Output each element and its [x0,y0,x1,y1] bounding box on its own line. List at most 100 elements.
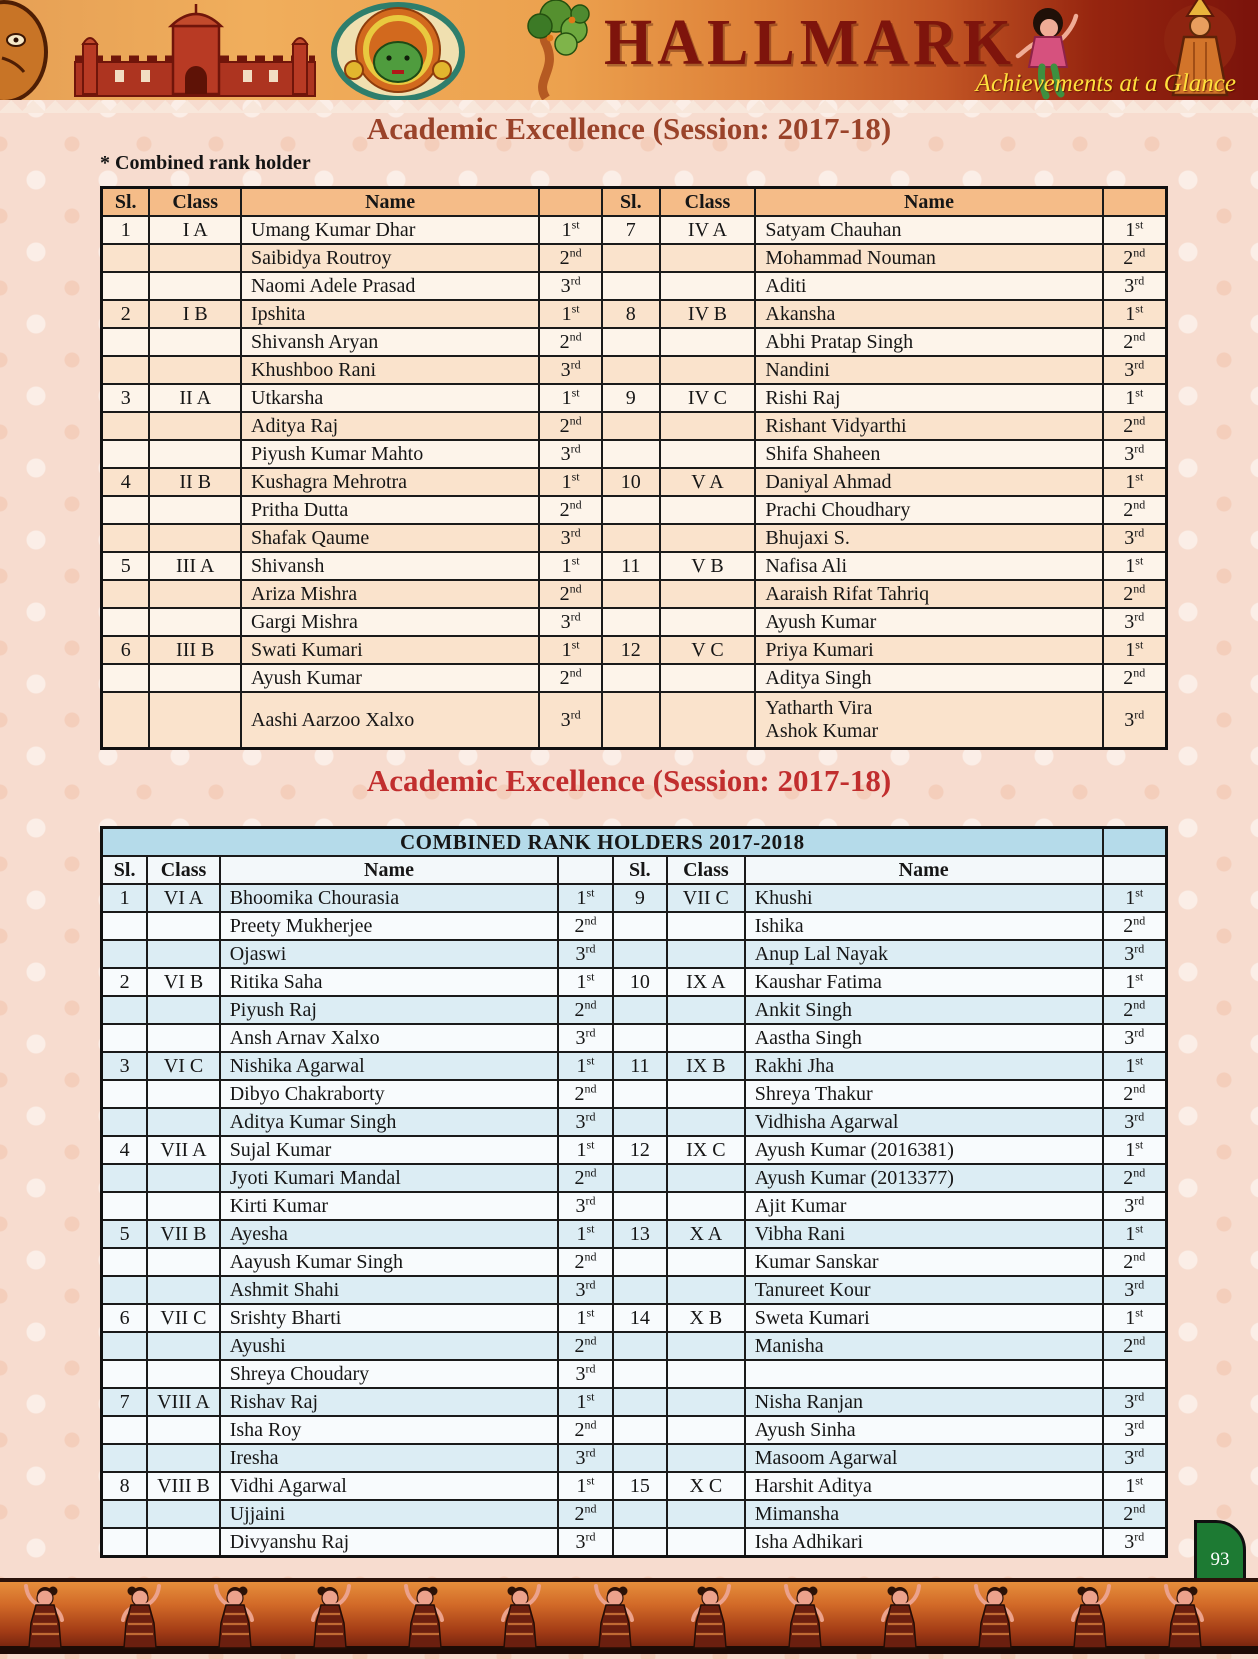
table-row: Divyanshu Raj 3rd Isha Adhikari 3rd [100,1527,1168,1558]
table-row: Preety Mukherjee 2nd Ishika 2nd [100,911,1168,941]
sl-cell [611,1247,668,1277]
rank-cell: 2nd [557,1079,614,1109]
name-cell: Isha Roy [218,1415,560,1445]
rank-cell: 2nd [557,1247,614,1277]
name-cell: Swati Kumari [239,635,541,665]
name-cell: Shreya Thakur [743,1079,1104,1109]
table-row: 5 VII B Ayesha 1st 13 X A Vibha Rani 1st [100,1219,1168,1249]
name-cell: Umang Kumar Dhar [239,215,541,245]
name-cell: Nishika Agarwal [218,1051,560,1081]
rank-cell: 2nd [1101,1163,1168,1193]
name-cell: Ariza Mishra [239,579,541,609]
deity-icon [1164,0,1236,97]
rank-cell: 2nd [1101,663,1168,693]
sl-cell: 4 [100,467,151,497]
name-cell: Akansha [754,299,1104,329]
name-cell: Shivansh [239,551,541,581]
col-header-class: Class [658,186,757,217]
name-cell: Nafisa Ali [754,551,1104,581]
sl-cell: 6 [100,1303,149,1333]
name-cell: Ayesha [218,1219,560,1249]
name-cell: Srishty Bharti [218,1303,560,1333]
class-cell [146,1023,221,1053]
name-cell: Ajit Kumar [743,1191,1104,1221]
class-cell: V C [658,635,757,665]
rank-cell: 3rd [557,1191,614,1221]
class-cell [665,995,746,1025]
col-header-class: Class [148,186,242,217]
sl-cell [601,607,661,637]
sl-cell [611,1415,668,1445]
sl-cell: 2 [100,967,149,997]
class-cell [148,691,242,750]
sl-cell [100,271,151,301]
class-cell: VI B [146,967,221,997]
class-cell [148,243,242,273]
class-cell: V A [658,467,757,497]
rank-cell: 3rd [1101,1387,1168,1417]
sl-cell [100,663,151,693]
name-cell: Nisha Ranjan [743,1387,1104,1417]
class-cell: II A [148,383,242,413]
table-row: 1 VI A Bhoomika Chourasia 1st 9 VII C Khushi 1s… [100,883,1168,913]
class-cell: VII C [665,883,746,913]
sl-cell [100,1023,149,1053]
name-cell: Kushagra Mehrotra [239,467,541,497]
rank-cell: 3rd [1101,939,1168,969]
rank-cell: 3rd [557,1275,614,1305]
sl-cell [100,1443,149,1473]
banner-tagline: Achievements at a Glance [975,70,1236,97]
rank-cell: 1st [557,1219,614,1249]
class-cell: III A [148,551,242,581]
table-row: Aditya Kumar Singh 3rd Vidhisha Agarwal 3rd [100,1107,1168,1137]
col-header-rank [1101,855,1168,885]
name-cell: Ayush Kumar (2016381) [743,1135,1104,1165]
name-cell: Aashi Aarzoo Xalxo [239,691,541,750]
sl-cell [100,1359,149,1389]
table-row: Jyoti Kumari Mandal 2nd Ayush Kumar (20133… [100,1163,1168,1193]
name-cell: Abhi Pratap Singh [754,327,1104,357]
class-cell: VI A [146,883,221,913]
sl-cell: 14 [611,1303,668,1333]
name-cell: Kumar Sanskar [743,1247,1104,1277]
sl-cell [601,271,661,301]
sl-cell [100,995,149,1025]
col-header-sl: Sl. [100,855,149,885]
rank-cell: 1st [557,1471,614,1501]
name-cell: Harshit Aditya [743,1471,1104,1501]
rank-cell [1101,1359,1168,1389]
rank-cell: 2nd [557,1163,614,1193]
table-row: Khushboo Rani 3rd Nandini 3rd [100,355,1168,385]
name-cell: Gargi Mishra [239,607,541,637]
rank-table-combined-head: COMBINED RANK HOLDERS 2017-2018 Sl. Class N… [100,826,1168,885]
rank-cell: 3rd [557,1107,614,1137]
class-cell [146,1163,221,1193]
table-row: 7 VIII A Rishav Raj 1st Nisha Ranjan 3rd [100,1387,1168,1417]
class-cell [658,271,757,301]
name-cell: Prachi Choudhary [754,495,1104,525]
sl-cell [611,1191,668,1221]
table-row: Kirti Kumar 3rd Ajit Kumar 3rd [100,1191,1168,1221]
class-cell [146,1107,221,1137]
sl-cell [100,355,151,385]
sl-cell: 10 [611,967,668,997]
rank-cell: 1st [1101,1471,1168,1501]
band-row: COMBINED RANK HOLDERS 2017-2018 [100,826,1168,857]
class-cell [665,1247,746,1277]
class-cell [148,271,242,301]
col-header-class: Class [665,855,746,885]
sl-cell [100,1163,149,1193]
name-cell: Ayush Kumar [754,607,1104,637]
rank-cell: 1st [1101,215,1168,245]
sl-cell: 5 [100,1219,149,1249]
class-cell [146,1191,221,1221]
rank-cell: 2nd [557,1415,614,1445]
name-cell: Shivansh Aryan [239,327,541,357]
sl-cell [611,1079,668,1109]
footer-dancers-artwork [0,1578,1258,1654]
class-cell [146,995,221,1025]
sl-cell [100,439,151,469]
rank-cell: 1st [557,1387,614,1417]
rank-cell: 3rd [538,439,604,469]
name-cell: Ishika [743,911,1104,941]
